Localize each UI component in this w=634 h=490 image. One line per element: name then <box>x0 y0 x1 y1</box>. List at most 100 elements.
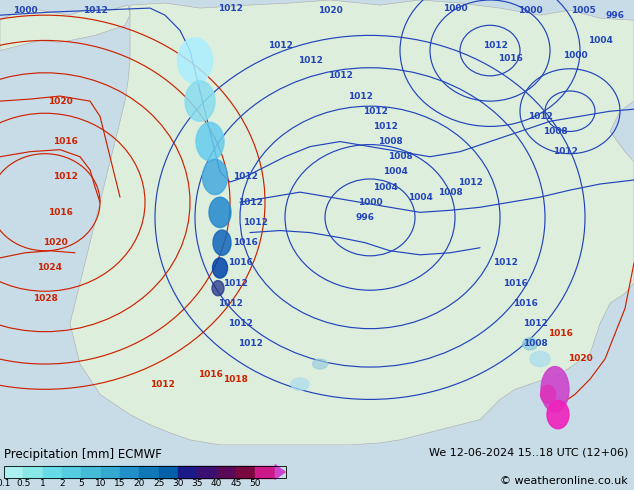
Text: 1000: 1000 <box>443 3 467 13</box>
Text: 1012: 1012 <box>482 41 507 50</box>
Text: 1020: 1020 <box>567 354 592 364</box>
Text: 1008: 1008 <box>543 127 567 136</box>
Text: 1000: 1000 <box>358 198 382 207</box>
Bar <box>81 466 101 478</box>
Text: 1020: 1020 <box>318 5 342 15</box>
Text: 50: 50 <box>250 480 261 489</box>
Ellipse shape <box>202 159 228 195</box>
Text: 1012: 1012 <box>217 299 242 308</box>
Text: 10: 10 <box>95 480 107 489</box>
Text: 1028: 1028 <box>32 294 58 303</box>
Text: 40: 40 <box>211 480 223 489</box>
Bar <box>217 466 236 478</box>
Text: 30: 30 <box>172 480 184 489</box>
Ellipse shape <box>212 281 224 296</box>
Text: 1016: 1016 <box>48 208 72 217</box>
Text: 1020: 1020 <box>42 238 67 247</box>
Ellipse shape <box>185 81 215 122</box>
Text: 1012: 1012 <box>493 258 517 268</box>
Bar <box>62 466 81 478</box>
Bar <box>4 466 23 478</box>
Text: 1016: 1016 <box>198 369 223 379</box>
Text: 1012: 1012 <box>297 56 323 65</box>
Text: 0.5: 0.5 <box>16 480 30 489</box>
Ellipse shape <box>209 197 231 227</box>
Text: 1004: 1004 <box>382 168 408 176</box>
Text: 1012: 1012 <box>238 198 262 207</box>
Bar <box>256 466 275 478</box>
Text: 1016: 1016 <box>503 279 527 288</box>
Text: 1000: 1000 <box>563 51 587 60</box>
Text: 20: 20 <box>134 480 145 489</box>
Text: 1012: 1012 <box>373 122 398 131</box>
Bar <box>178 466 197 478</box>
Text: 1012: 1012 <box>527 112 552 121</box>
Text: 1012: 1012 <box>53 172 77 181</box>
Text: 1004: 1004 <box>588 36 612 45</box>
Ellipse shape <box>178 38 212 83</box>
Polygon shape <box>0 5 130 50</box>
Text: 1008: 1008 <box>522 339 547 348</box>
Text: 996: 996 <box>356 213 375 222</box>
Text: 35: 35 <box>191 480 203 489</box>
Text: 0.1: 0.1 <box>0 480 11 489</box>
FancyArrow shape <box>275 464 287 480</box>
Ellipse shape <box>196 122 224 161</box>
Text: We 12-06-2024 15..18 UTC (12+06): We 12-06-2024 15..18 UTC (12+06) <box>429 448 628 458</box>
Text: 1012: 1012 <box>238 339 262 348</box>
Text: 1016: 1016 <box>548 329 573 338</box>
Text: 1000: 1000 <box>518 5 542 15</box>
Text: 1016: 1016 <box>233 238 257 247</box>
Text: 1008: 1008 <box>378 137 403 146</box>
Text: 1016: 1016 <box>228 258 252 268</box>
Ellipse shape <box>541 367 569 412</box>
Bar <box>120 466 139 478</box>
Text: 1012: 1012 <box>363 107 387 116</box>
Ellipse shape <box>291 378 309 391</box>
Ellipse shape <box>541 385 555 403</box>
Text: 1012: 1012 <box>223 279 247 288</box>
Text: 1024: 1024 <box>37 264 63 272</box>
Text: 1008: 1008 <box>437 188 462 196</box>
Text: © weatheronline.co.uk: © weatheronline.co.uk <box>500 476 628 486</box>
Text: 1: 1 <box>40 480 46 489</box>
Text: 1016: 1016 <box>53 137 77 146</box>
Text: Precipitation [mm] ECMWF: Precipitation [mm] ECMWF <box>4 448 162 461</box>
Bar <box>139 466 158 478</box>
Text: 1012: 1012 <box>228 319 252 328</box>
Text: 1012: 1012 <box>243 218 268 227</box>
Bar <box>23 466 42 478</box>
Text: 2: 2 <box>59 480 65 489</box>
Bar <box>4 466 287 478</box>
Text: 996: 996 <box>605 11 624 20</box>
Polygon shape <box>70 0 634 445</box>
Text: 1004: 1004 <box>408 193 432 202</box>
Text: 5: 5 <box>79 480 84 489</box>
Text: 1004: 1004 <box>373 183 398 192</box>
Bar <box>42 466 62 478</box>
Ellipse shape <box>522 338 538 350</box>
Bar <box>101 466 120 478</box>
Ellipse shape <box>212 258 228 278</box>
Text: 1005: 1005 <box>571 5 595 15</box>
Text: 1016: 1016 <box>498 54 522 63</box>
Text: 1012: 1012 <box>522 319 547 328</box>
Ellipse shape <box>213 230 231 255</box>
Text: 1012: 1012 <box>328 72 353 80</box>
Bar <box>236 466 256 478</box>
Text: 1012: 1012 <box>458 177 482 187</box>
Bar <box>197 466 217 478</box>
Text: 1012: 1012 <box>347 92 372 100</box>
Text: 1012: 1012 <box>82 5 107 15</box>
Text: 1016: 1016 <box>512 299 538 308</box>
Text: 45: 45 <box>230 480 242 489</box>
Text: 1012: 1012 <box>553 147 578 156</box>
Text: 1012: 1012 <box>217 3 242 13</box>
Text: 25: 25 <box>153 480 164 489</box>
Ellipse shape <box>313 359 328 369</box>
Bar <box>158 466 178 478</box>
Text: 1008: 1008 <box>387 152 412 161</box>
Text: 1012: 1012 <box>233 172 257 181</box>
Ellipse shape <box>530 351 550 367</box>
Text: 1018: 1018 <box>223 375 247 384</box>
